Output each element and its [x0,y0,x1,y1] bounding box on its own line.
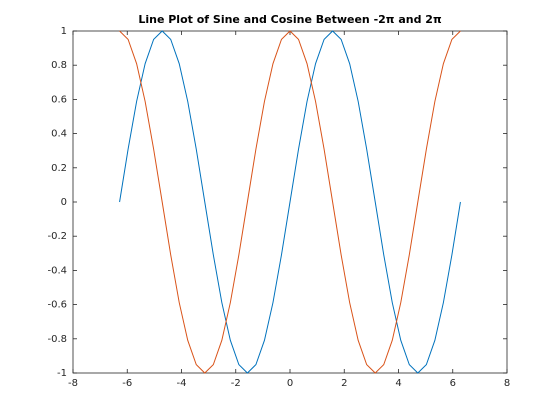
x-tick-label: 0 [287,378,293,389]
line-series [119,30,461,374]
y-tick-label: 0.2 [51,163,67,174]
x-tick-label: -6 [122,378,132,389]
y-tick-label: -0.4 [47,265,67,276]
chart-title: Line Plot of Sine and Cosine Between -2π… [138,13,442,26]
x-tick-label: -8 [68,378,78,389]
y-tick-label: -0.8 [47,334,67,345]
y-tick-label: -0.6 [47,300,67,311]
x-tick-label: -4 [177,378,187,389]
x-tick-label: 6 [450,378,456,389]
x-tick-label: -2 [231,378,241,389]
line-series [119,30,461,374]
x-tick-label: 4 [395,378,401,389]
y-tick-label: 0.8 [51,60,67,71]
x-tick-label: 8 [504,378,510,389]
y-tick-label: 0.6 [51,94,67,105]
y-tick-label: 0 [61,197,67,208]
x-tick-label: 2 [341,378,347,389]
y-tick-label: 1 [61,26,67,37]
y-tick-label: -1 [57,368,67,379]
y-tick-label: 0.4 [51,129,67,140]
y-tick-label: -0.2 [47,231,67,242]
